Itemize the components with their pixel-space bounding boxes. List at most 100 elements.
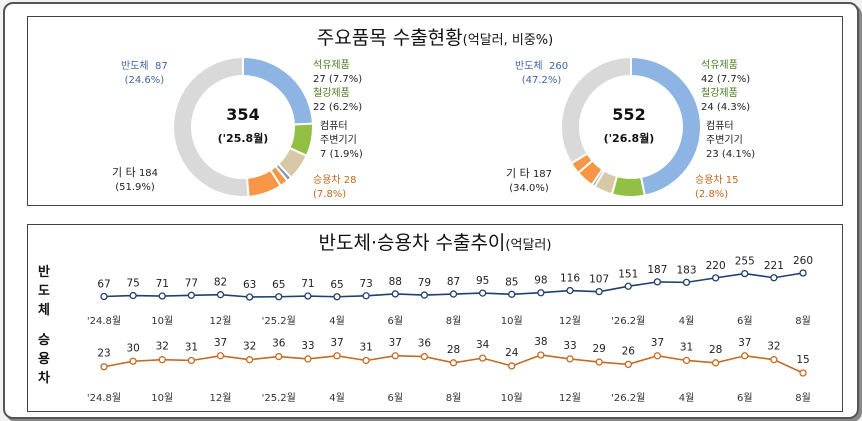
data-point (100, 363, 108, 371)
data-label: 32 (243, 341, 256, 353)
x-tick-label: 8월 (795, 392, 811, 404)
data-label: 183 (676, 264, 696, 276)
data-point (799, 269, 807, 277)
x-tick-label: 10월 (151, 315, 173, 327)
title-main: 반도체·승용차 수출추이 (318, 232, 506, 254)
data-label: 26 (622, 345, 636, 357)
x-tick-label: 8월 (446, 392, 462, 404)
data-point (449, 359, 458, 367)
donut1-label-other: 기 타 184 (51.9%) (112, 166, 159, 193)
data-point (653, 352, 662, 360)
data-label: 220 (706, 260, 726, 272)
export-composition-panel: 주요품목 수출현황(억달러, 비중%) 반도체 87 (24.6%) 석유제품 … (27, 16, 843, 206)
data-point (245, 356, 254, 364)
data-label: 95 (476, 275, 489, 287)
data-label: 87 (447, 276, 460, 288)
x-tick-label: 4월 (329, 392, 345, 404)
data-point (216, 291, 225, 299)
data-label: 36 (272, 338, 286, 350)
data-label: 29 (592, 343, 605, 355)
data-label: 34 (476, 339, 490, 351)
data-label: 67 (97, 279, 110, 291)
donut1-label-steel: 철강제품 22 (6.2%) (313, 88, 363, 113)
x-tick-label: 4월 (679, 392, 695, 404)
donut-1-slice-6 (172, 55, 250, 198)
data-point (187, 356, 196, 365)
x-tick-label: '26.2월 (611, 315, 645, 327)
data-label: 88 (389, 276, 402, 288)
donut2-label-computer: 컴퓨터 주변기기 23 (4.1%) (706, 121, 756, 160)
x-tick-label: 4월 (679, 315, 695, 327)
data-point (333, 352, 341, 360)
x-tick-label: 6월 (387, 315, 403, 327)
data-point (304, 355, 312, 363)
data-label: 65 (330, 279, 343, 291)
data-point (682, 278, 691, 287)
x-tick-label: 10월 (501, 392, 523, 404)
data-label: 79 (418, 277, 431, 289)
data-label: 255 (735, 256, 755, 268)
donut2-label-steel: 철강제품 24 (4.3%) (701, 88, 751, 113)
figure-frame: 주요품목 수출현황(억달러, 비중%) 반도체 87 (24.6%) 석유제품 … (3, 2, 859, 419)
x-tick-label: '25.2월 (262, 392, 296, 404)
data-point (158, 292, 166, 300)
data-label: 221 (764, 260, 784, 272)
donut1-label-computer: 컴퓨터 주변기기 7 (1.9%) (320, 121, 363, 160)
data-point (187, 291, 196, 299)
data-point (741, 269, 749, 278)
data-label: 75 (126, 278, 139, 290)
data-label: 71 (156, 278, 169, 290)
data-label: 30 (126, 342, 139, 354)
donut-1 (172, 55, 314, 198)
data-label: 82 (214, 277, 227, 289)
data-label: 187 (647, 264, 667, 276)
title-unit: (억달러) (505, 238, 552, 253)
data-label: 37 (389, 337, 402, 349)
title-unit: (억달러, 비중%) (462, 33, 554, 48)
x-tick-label: 6월 (737, 315, 753, 327)
data-label: 33 (301, 340, 314, 352)
data-label: 15 (796, 354, 809, 366)
data-point (129, 357, 137, 365)
x-tick-label: 8월 (795, 315, 811, 327)
data-label: 65 (272, 279, 285, 291)
data-point (449, 290, 458, 298)
x-tick-label: 6월 (737, 392, 753, 404)
data-point (362, 292, 370, 300)
data-point (508, 362, 516, 370)
data-label: 260 (793, 255, 813, 267)
data-point (391, 290, 399, 298)
panel-title-trend: 반도체·승용차 수출추이(억달러) (28, 228, 842, 255)
data-label: 32 (767, 341, 780, 353)
data-point (478, 354, 487, 362)
data-point (304, 292, 312, 300)
data-point (624, 282, 632, 290)
data-point (711, 359, 720, 367)
data-label: 24 (505, 347, 519, 359)
x-tick-label: '24.8월 (87, 392, 121, 404)
data-label: 32 (156, 341, 169, 353)
data-point (537, 351, 545, 359)
x-tick-label: '25.2월 (262, 315, 296, 327)
data-label: 37 (214, 337, 227, 349)
x-tick-label: 4월 (329, 315, 345, 327)
donut-2 (560, 55, 703, 198)
data-point (799, 369, 807, 377)
data-point (245, 293, 254, 301)
donut2-label-petroleum: 석유제품 42 (7.7%) (701, 60, 751, 85)
data-point (566, 286, 574, 295)
data-label: 63 (243, 279, 256, 291)
data-label: 37 (651, 337, 664, 349)
title-main: 주요품목 수출현황 (316, 27, 463, 49)
data-point (711, 274, 720, 282)
data-point (275, 293, 283, 301)
panel-title: 주요품목 수출현황(억달러, 비중%) (28, 23, 842, 50)
data-point (595, 358, 603, 366)
x-tick-label: 12월 (559, 315, 581, 327)
row-label-car: 승 용 차 (38, 333, 50, 386)
data-point (420, 291, 429, 299)
data-point (216, 352, 225, 360)
data-label: 151 (618, 268, 638, 280)
data-point (391, 352, 399, 360)
trend-charts: 67 75 71 77 82 63 65 71 65 73 88 79 87 95 85 98 116 107 15… (87, 255, 813, 404)
